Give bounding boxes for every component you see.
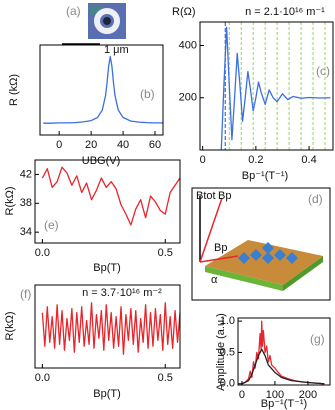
x-axis-label: UBG(V)	[82, 155, 121, 167]
x-tick-label: 0	[239, 389, 245, 401]
panel-label: (d)	[308, 192, 323, 206]
y-tick-label: 34	[20, 226, 32, 238]
x-axis-label: Bp(T)	[93, 262, 121, 274]
micrograph-patch	[90, 5, 102, 15]
x-tick-label: 0.0	[35, 372, 50, 384]
panel-label: (a)	[66, 4, 81, 18]
diagram-label: α	[211, 274, 218, 286]
plot-frame	[199, 21, 334, 151]
substrate-edge	[205, 266, 283, 291]
annotation: n = 2.1·10¹⁶ m⁻¹	[245, 6, 325, 18]
micrograph-ring	[94, 8, 120, 34]
panel-label: (b)	[140, 87, 155, 101]
diagram-label: Bp	[214, 242, 227, 254]
diagram-frame	[191, 187, 331, 301]
substrate-side	[283, 256, 323, 291]
x-tick-label: 100	[266, 389, 284, 401]
x-tick-label: 0.0	[35, 247, 50, 259]
plot-frame	[39, 44, 164, 136]
y-axis-label: R(kΩ)	[4, 187, 16, 216]
b-parallel-vector	[199, 255, 239, 263]
sample-plane	[205, 240, 323, 285]
y-tick-label: 1.0	[220, 315, 235, 327]
b-vector	[199, 197, 223, 263]
x-tick-label: 40	[117, 139, 129, 151]
y-tick-label: 38	[20, 197, 32, 209]
device-pattern	[238, 242, 298, 264]
panel-label: (f)	[20, 287, 31, 301]
x-tick-label: 0.2	[248, 154, 263, 166]
data-line	[241, 320, 325, 385]
x-axis-label: Bp⁻¹(T⁻¹)	[242, 170, 288, 182]
x-tick-label: 0.4	[301, 154, 316, 166]
data-line	[241, 348, 325, 385]
x-tick-label: 0	[200, 154, 206, 166]
data-line	[41, 166, 181, 226]
x-axis-label: Bp⁻¹(T⁻¹)	[261, 398, 307, 410]
x-tick-label: 20	[85, 139, 97, 151]
annotation: n = 3.7·10¹⁶ m⁻²	[82, 287, 162, 299]
diagram-label: Btot	[196, 190, 216, 202]
x-tick-label: 0.5	[158, 372, 173, 384]
x-tick-label: 0	[56, 139, 62, 151]
y-tick-label: 0.5	[220, 346, 235, 358]
panel-label: (c)	[316, 64, 330, 78]
x-tick-label: 200	[299, 389, 317, 401]
y-axis-label: R(kΩ)	[4, 312, 16, 341]
y-tick-label: 400	[179, 39, 197, 51]
y-axis-label: R(Ω)	[172, 6, 196, 18]
panel-a: (a) 1 μm	[62, 3, 129, 56]
y-axis-label: Amplitude (a.u.)	[215, 313, 227, 391]
y-axis-label: R (kΩ)	[8, 74, 20, 106]
y-tick-label: 42	[20, 168, 32, 180]
plot-frame	[34, 159, 181, 244]
plot-frame	[34, 284, 181, 369]
panel-label: (e)	[44, 218, 59, 232]
y-tick-label: 0.0	[220, 378, 235, 390]
micrograph-center	[103, 17, 111, 25]
x-tick-label: 60	[149, 139, 161, 151]
data-line	[220, 26, 331, 151]
data-line	[41, 302, 181, 355]
panel-d: Btot Bp Bp α (d)	[191, 187, 331, 301]
diagram-label: Bp	[218, 190, 231, 202]
panel-label: (g)	[310, 332, 325, 346]
plot-frame	[237, 317, 331, 386]
data-line	[43, 55, 163, 124]
scale-bar-label: 1 μm	[104, 44, 129, 56]
x-axis-label: Bp(T)	[93, 388, 121, 400]
y-tick-label: 200	[179, 92, 197, 104]
x-tick-label: 0.5	[158, 247, 173, 259]
